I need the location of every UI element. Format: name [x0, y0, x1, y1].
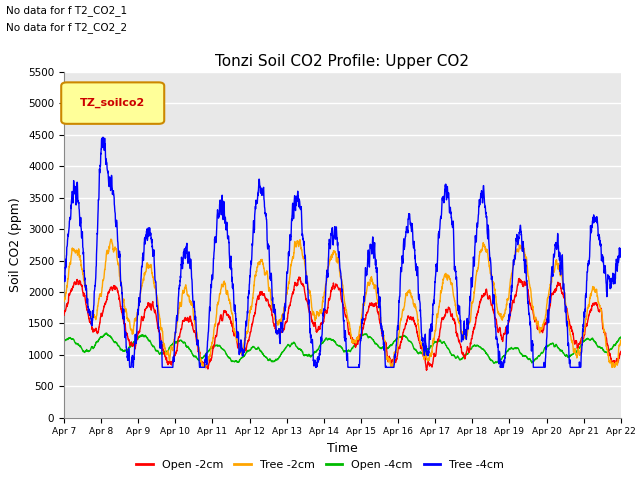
Legend: Open -2cm, Tree -2cm, Open -4cm, Tree -4cm: Open -2cm, Tree -2cm, Open -4cm, Tree -4…	[132, 456, 508, 474]
Text: No data for f T2_CO2_1: No data for f T2_CO2_1	[6, 5, 127, 16]
Text: TZ_soilco2: TZ_soilco2	[80, 98, 145, 108]
Text: No data for f T2_CO2_2: No data for f T2_CO2_2	[6, 22, 127, 33]
Y-axis label: Soil CO2 (ppm): Soil CO2 (ppm)	[10, 197, 22, 292]
X-axis label: Time: Time	[327, 442, 358, 455]
FancyBboxPatch shape	[61, 83, 164, 124]
Title: Tonzi Soil CO2 Profile: Upper CO2: Tonzi Soil CO2 Profile: Upper CO2	[216, 54, 469, 70]
